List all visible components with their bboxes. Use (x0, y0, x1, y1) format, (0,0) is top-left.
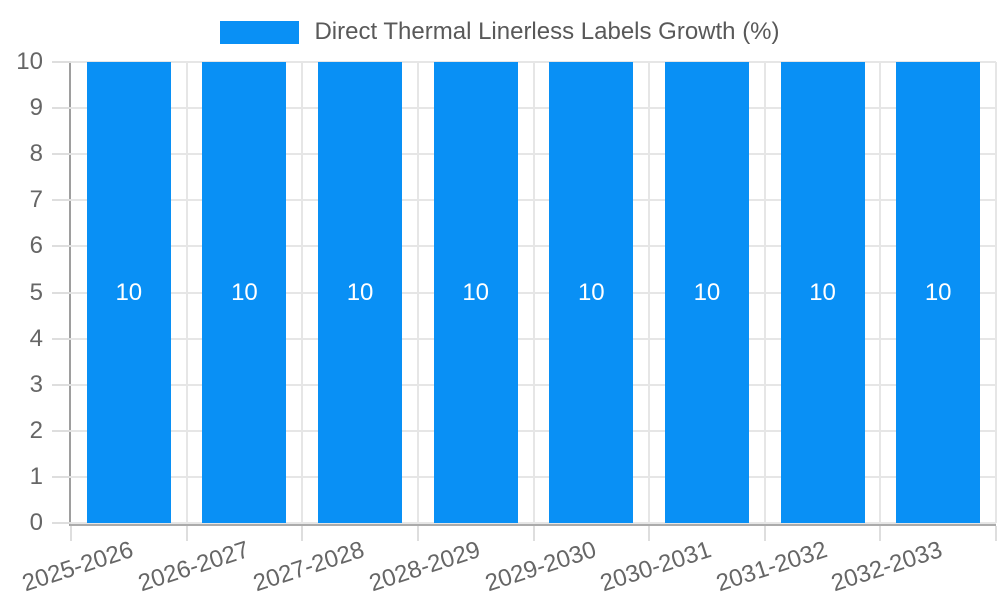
bar[interactable]: 10 (86, 62, 171, 523)
x-gridline (416, 62, 419, 523)
x-gridline (995, 62, 997, 523)
y-axis-tick (52, 475, 71, 478)
y-axis-tick (52, 522, 71, 524)
bar[interactable]: 10 (318, 62, 403, 523)
y-axis-tick-label: 7 (29, 186, 43, 214)
legend-swatch (220, 20, 300, 44)
bar-value-label: 10 (346, 278, 374, 306)
y-axis-tick-label: 2 (29, 416, 43, 444)
legend-label: Direct Thermal Linerless Labels Growth (… (314, 18, 780, 45)
y-axis-tick-label: 3 (29, 370, 43, 398)
bar-value-label: 10 (809, 278, 836, 306)
bar-value-label: 10 (693, 278, 721, 306)
y-gridline (71, 522, 996, 524)
x-axis-tick (416, 526, 419, 541)
y-axis-tick-label: 10 (16, 48, 43, 75)
bar[interactable]: 10 (433, 62, 518, 523)
x-gridline (648, 62, 651, 523)
y-axis-tick (52, 429, 71, 432)
chart-legend[interactable]: Direct Thermal Linerless Labels Growth (… (0, 18, 1000, 46)
x-gridline (301, 62, 304, 523)
x-gridline (763, 62, 766, 523)
y-axis-tick-label: 5 (29, 278, 43, 306)
y-axis-tick (52, 383, 71, 386)
y-axis-tick-label: 6 (29, 232, 43, 260)
x-axis-tick-label: 2029-2030 (481, 536, 600, 598)
x-axis-tick (70, 526, 72, 541)
bar-value-label: 10 (577, 278, 605, 306)
bar[interactable]: 10 (202, 62, 287, 523)
bar-value-label: 10 (115, 278, 143, 306)
bar[interactable]: 10 (896, 62, 981, 523)
y-axis-tick (52, 61, 71, 63)
x-axis-tick-label: 2030-2031 (597, 536, 715, 598)
x-axis-tick-label: 2031-2032 (712, 536, 831, 598)
bar[interactable]: 10 (549, 62, 634, 523)
y-axis-tick (52, 245, 71, 248)
y-axis-tick (52, 199, 71, 202)
x-axis-tick (879, 526, 882, 541)
x-axis-tick-label: 2025-2026 (19, 536, 137, 598)
y-axis-tick (52, 107, 71, 110)
x-axis-tick (185, 526, 188, 541)
bar-value-label: 10 (924, 278, 952, 306)
y-axis-tick-label: 4 (29, 324, 43, 352)
x-axis-tick (763, 526, 766, 541)
y-axis-tick (52, 153, 71, 156)
y-axis-tick-label: 8 (29, 140, 43, 168)
x-axis-tick-label: 2032-2033 (828, 536, 946, 598)
plot-area: 0 1 2 3 4 5 6 7 8 9 10 10 2025-2026 10 2026-2027 10 2027… (16, 50, 997, 597)
y-axis-tick-label: 9 (29, 94, 43, 122)
x-axis-tick (648, 526, 651, 541)
y-axis-tick (52, 291, 71, 294)
bar[interactable]: 10 (664, 62, 749, 523)
y-axis-tick-label: 0 (29, 509, 43, 536)
x-axis-tick-label: 2027-2028 (250, 536, 368, 598)
x-gridline (532, 62, 535, 523)
y-axis-tick (52, 337, 71, 340)
bar[interactable]: 10 (780, 62, 865, 523)
x-gridline (185, 62, 188, 523)
y-axis-tick-label: 1 (29, 462, 43, 490)
x-axis-tick (532, 526, 535, 541)
bar-value-label: 10 (231, 278, 258, 306)
x-axis-tick-label: 2026-2027 (134, 536, 253, 598)
x-axis-tick-label: 2028-2029 (365, 536, 484, 598)
x-axis-tick (995, 526, 997, 541)
x-gridline (879, 62, 882, 523)
bar-value-label: 10 (462, 278, 490, 306)
x-axis-tick (301, 526, 304, 541)
